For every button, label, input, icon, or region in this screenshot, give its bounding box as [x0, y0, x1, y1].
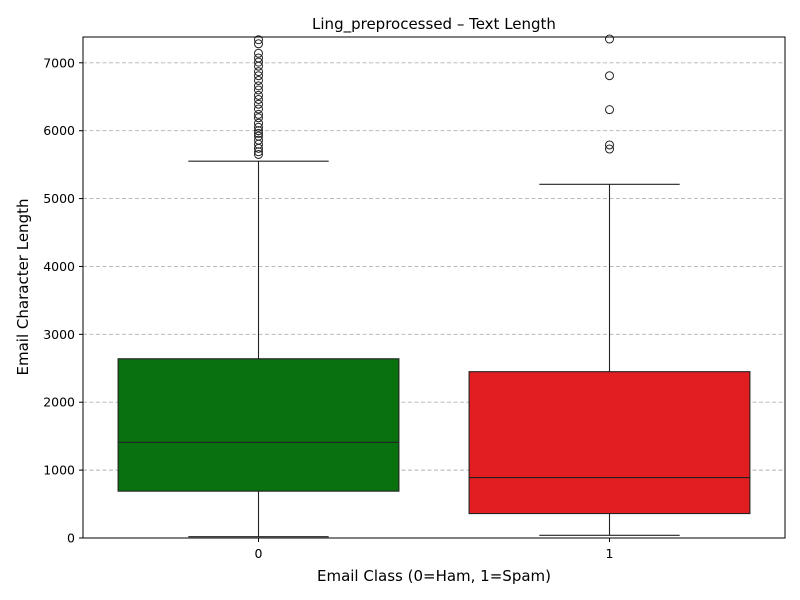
plot-frame — [82, 36, 786, 539]
outlier-point — [605, 34, 614, 44]
outlier-point — [254, 48, 263, 58]
outlier-point — [254, 71, 263, 81]
outlier-point — [254, 85, 263, 95]
outlier-point — [605, 105, 614, 115]
outlier-point — [254, 75, 263, 85]
outlier-point — [254, 122, 263, 132]
outlier-point — [254, 81, 263, 91]
y-tick-label: 3000 — [43, 327, 75, 342]
y-tick-label: 2000 — [43, 395, 75, 410]
outlier-point — [254, 131, 263, 141]
x-tick-label: 1 — [606, 546, 614, 561]
y-tick-label: 4000 — [43, 259, 75, 274]
outlier-point — [254, 113, 263, 123]
x-tick-label: 0 — [255, 546, 263, 561]
outlier-point — [254, 94, 263, 104]
y-tick-label: 5000 — [43, 191, 75, 206]
outlier-point — [254, 126, 263, 136]
outlier-point — [254, 104, 263, 114]
outlier-point — [254, 149, 263, 159]
outlier-point — [605, 140, 614, 150]
outlier-point — [254, 53, 263, 63]
y-tick-label: 0 — [67, 531, 75, 546]
outlier-point — [605, 71, 614, 81]
y-tick-label: 7000 — [43, 55, 75, 70]
y-tick-label: 6000 — [43, 123, 75, 138]
plot-area: 0 1000 2000 3000 4000 5000 6000 7000 0 1 — [43, 34, 785, 561]
y-tick-label: 1000 — [43, 463, 75, 478]
outlier-point — [254, 118, 263, 128]
outlier-point — [254, 57, 263, 67]
chart-title: Ling_preprocessed – Text Length — [312, 15, 556, 34]
box-0 — [117, 358, 400, 492]
outlier-point — [254, 39, 263, 49]
outlier-point — [605, 144, 614, 154]
outlier-point — [254, 99, 263, 109]
y-axis-label: Email Character Length — [14, 199, 32, 376]
outlier-point — [254, 128, 263, 138]
outlier-point — [254, 135, 263, 145]
outlier-point — [254, 109, 263, 119]
outlier-point — [254, 67, 263, 77]
box-1 — [468, 371, 751, 515]
outlier-point — [254, 147, 263, 157]
outlier-point — [254, 35, 263, 45]
outlier-point — [254, 90, 263, 100]
x-axis-label: Email Class (0=Ham, 1=Spam) — [317, 567, 551, 585]
